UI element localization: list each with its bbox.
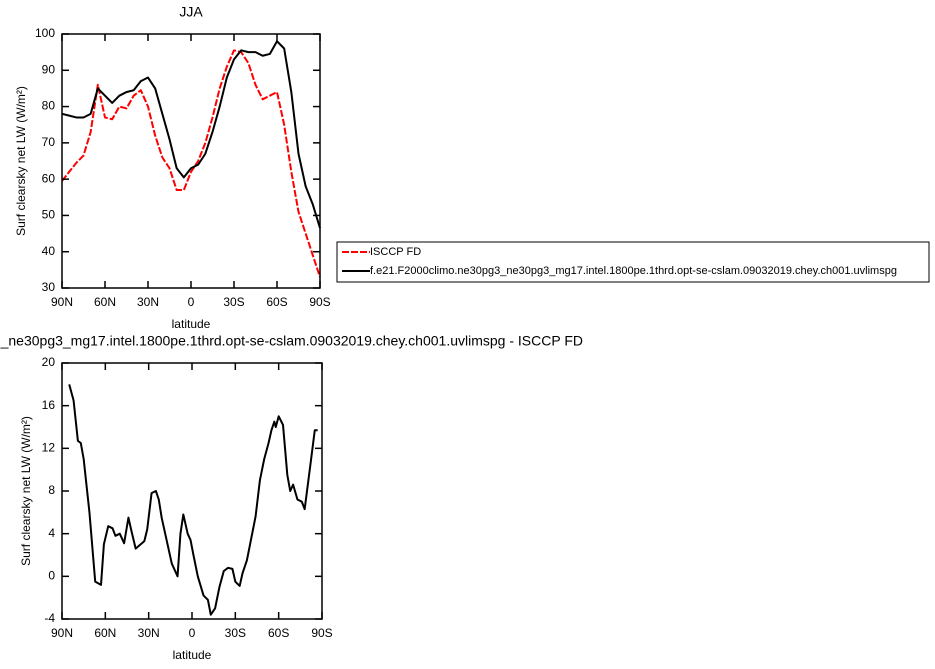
series-line: [61, 49, 321, 278]
plot-frame: [61, 33, 321, 289]
series-line: [68, 384, 318, 616]
x-tick-label: 60N: [94, 295, 116, 309]
x-tick-label: 60S: [266, 295, 287, 309]
y-tick-label: 30: [42, 280, 56, 294]
legend-box: [336, 241, 930, 283]
x-axis-label: latitude: [172, 317, 211, 331]
legend-label: ISCCP FD: [370, 246, 421, 258]
legend-label: f.e21.F2000climo.ne30pg3_ne30pg3_mg17.in…: [370, 265, 897, 277]
x-tick-label: 30N: [138, 626, 160, 640]
x-axis-label: latitude: [173, 648, 212, 662]
x-tick-label: 90N: [51, 295, 73, 309]
series-line: [61, 40, 321, 229]
y-tick-label: 70: [42, 135, 56, 149]
y-tick-label: 4: [48, 526, 55, 540]
chart-title: JJA: [179, 4, 203, 20]
x-tick-label: 30S: [223, 295, 244, 309]
y-tick-label: 16: [42, 398, 56, 412]
x-tick-label: 60S: [268, 626, 289, 640]
x-tick-label: 30S: [225, 626, 246, 640]
y-tick-label: 60: [42, 171, 56, 185]
x-tick-label: 0: [189, 626, 196, 640]
y-tick-label: 50: [42, 208, 56, 222]
y-tick-label: 20: [42, 355, 56, 369]
y-tick-label: 12: [42, 441, 56, 455]
x-tick-label: 90S: [309, 295, 330, 309]
y-tick-label: 80: [42, 99, 56, 113]
y-axis-label: Surf clearsky net LW (W/m²): [19, 416, 33, 566]
x-tick-label: 90N: [51, 626, 73, 640]
x-tick-label: 60N: [94, 626, 116, 640]
x-tick-label: 0: [188, 295, 195, 309]
legend: ISCCP FD f.e21.F2000climo.ne30pg3_ne30pg3…: [336, 241, 930, 283]
y-tick-label: 90: [42, 62, 56, 76]
y-tick-label: -4: [44, 611, 55, 625]
chart-title: f.e21.F2000climo.ne30pg3_ne30pg3_mg17.in…: [0, 333, 583, 349]
y-tick-label: 100: [35, 26, 55, 40]
x-tick-label: 30N: [137, 295, 159, 309]
y-axis-label: Surf clearsky net LW (W/m²): [14, 86, 28, 236]
y-tick-label: 8: [48, 483, 55, 497]
y-tick-label: 0: [48, 569, 55, 583]
x-tick-label: 90S: [311, 626, 332, 640]
y-tick-label: 40: [42, 244, 56, 258]
